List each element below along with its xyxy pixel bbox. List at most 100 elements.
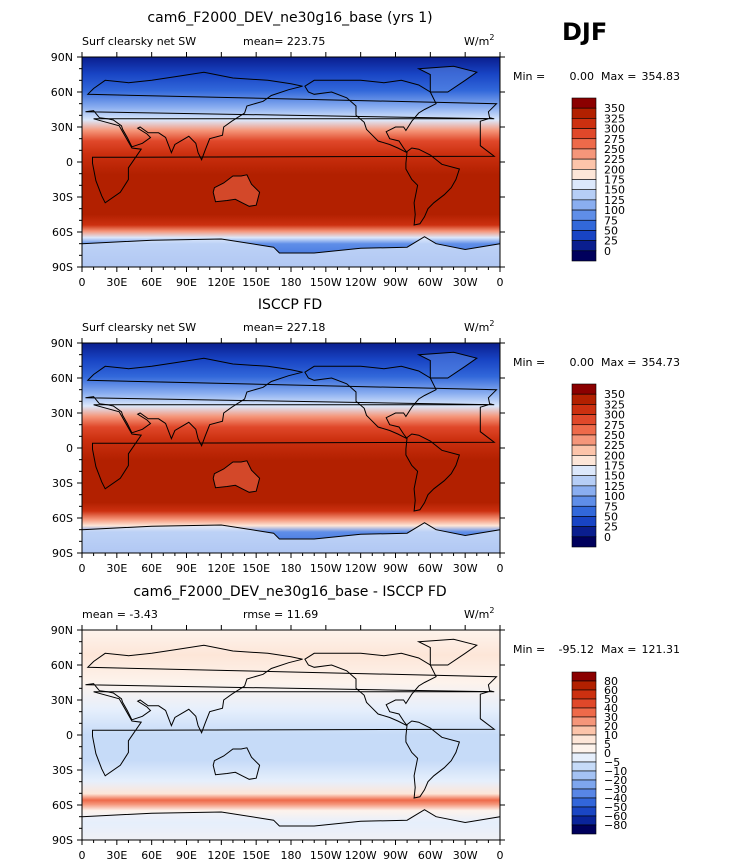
continent-6 (416, 351, 478, 379)
max-label-2: Max = (601, 356, 636, 369)
lat-tick-label: 90S (52, 261, 73, 274)
colorbar-label: 60 (604, 684, 618, 697)
colorbar-swatch (571, 495, 597, 507)
lon-tick-label: 90W (383, 276, 408, 289)
lat-tick-label: 60S (52, 799, 73, 812)
lon-tick-label: 90E (176, 562, 197, 575)
lon-tick-label: 60E (141, 276, 162, 289)
lat-tick-label: 60S (52, 512, 73, 525)
colorbar-label: 250 (604, 429, 625, 442)
min-label-1: Min = (513, 70, 545, 83)
lon-tick-label: 30E (106, 562, 127, 575)
continent-6 (416, 638, 478, 666)
lon-tick-label: 120W (345, 849, 377, 862)
colorbar-label: 150 (604, 470, 625, 483)
max-value-3: 121.31 (642, 643, 681, 656)
min-value-1: 0.00 (570, 70, 595, 83)
colorbar-swatch (571, 788, 597, 799)
lon-tick-label: 150E (242, 562, 270, 575)
lat-tick-label: 30N (51, 407, 73, 420)
lon-tick-label: 90W (383, 562, 408, 575)
lon-tick-label: 30E (106, 276, 127, 289)
colorbar-label: 350 (604, 102, 625, 115)
colorbar-label: 20 (604, 720, 618, 733)
lat-tick-label: 90N (51, 624, 73, 637)
lon-tick-label: 60W (418, 276, 443, 289)
colorbar-label: 275 (604, 133, 625, 146)
colorbar-label: 225 (604, 439, 625, 452)
continent-4 (405, 433, 461, 512)
map-field-3 (82, 630, 500, 840)
lon-tick-label: 60W (418, 562, 443, 575)
colorbar-swatch (571, 536, 597, 548)
colorbar-label: 200 (604, 449, 625, 462)
continent-5 (212, 174, 261, 207)
colorbar-swatch (571, 97, 597, 109)
colorbar-swatch (571, 465, 597, 476)
colorbar-swatch (571, 671, 597, 682)
colorbar-swatch (571, 734, 597, 745)
colorbar-swatch (571, 475, 597, 487)
colorbar-label: −40 (604, 792, 627, 805)
colorbar-swatch (571, 761, 597, 772)
colorbar-swatch (571, 148, 597, 160)
colorbar-label: 50 (604, 510, 618, 523)
colorbar-swatch (571, 444, 597, 456)
colorbar-label: 75 (604, 500, 618, 513)
colorbar-swatch (571, 118, 597, 129)
lon-tick-label: 120E (207, 562, 235, 575)
colorbar-label: 125 (604, 194, 625, 207)
colorbar-label: −30 (604, 783, 627, 796)
map-panel-2: ISCCP FD Surf clearsky net SW mean= 227.18… (51, 297, 680, 575)
colorbar-label: 80 (604, 675, 618, 688)
lon-tick-label: 180 (281, 276, 302, 289)
colorbar-label: 0 (604, 245, 611, 258)
map-panel-1: cam6_F2000_DEV_ne30g16_base (yrs 1) Surf … (51, 10, 680, 289)
lon-tick-label: 120W (345, 562, 377, 575)
panel-units-2: W/m2 (464, 319, 494, 334)
colorbar-swatch (571, 815, 597, 826)
colorbar-label: 250 (604, 143, 625, 156)
lon-tick-label: 90W (383, 849, 408, 862)
colorbar-swatch (571, 516, 597, 527)
colorbar-swatch (571, 680, 597, 691)
panel-center-label-2: mean= 227.18 (243, 321, 325, 334)
lon-tick-label: 30W (453, 276, 478, 289)
colorbar-swatch (571, 707, 597, 718)
lon-tick-label: 150W (310, 562, 342, 575)
lat-tick-label: 0 (66, 442, 73, 455)
lat-tick-label: 90S (52, 547, 73, 560)
colorbar-label: 125 (604, 480, 625, 493)
lon-tick-label: 150E (242, 276, 270, 289)
lon-tick-label: 90E (176, 849, 197, 862)
season-label: DJF (562, 18, 607, 46)
max-value-2: 354.73 (642, 356, 681, 369)
lon-tick-label: 150E (242, 849, 270, 862)
lon-tick-label: 150W (310, 276, 342, 289)
panel-left-label-3: mean = -3.43 (82, 608, 158, 621)
colorbar-label: 5 (604, 738, 611, 751)
lat-tick-label: 60N (51, 86, 73, 99)
colorbar-label: −20 (604, 774, 627, 787)
colorbar-swatch (571, 209, 597, 221)
colorbar-swatch (571, 199, 597, 211)
colorbar-label: 30 (604, 711, 618, 724)
lon-tick-label: 30E (106, 849, 127, 862)
lon-tick-label: 0 (497, 276, 504, 289)
colorbar-swatch (571, 770, 597, 781)
colorbar-label: −80 (604, 819, 627, 832)
colorbar-label: 175 (604, 460, 625, 473)
colorbar-label: −10 (604, 765, 627, 778)
panel-title-3: cam6_F2000_DEV_ne30g16_base - ISCCP FD (133, 584, 446, 600)
colorbar-swatch (571, 824, 597, 835)
colorbar-swatch (571, 158, 597, 170)
lat-tick-label: 60N (51, 372, 73, 385)
colorbar-swatch (571, 138, 597, 150)
colorbar-swatch (571, 505, 597, 517)
colorbar-swatch (571, 716, 597, 727)
colorbar-swatch (571, 526, 597, 538)
panel-title-2: ISCCP FD (258, 297, 322, 313)
